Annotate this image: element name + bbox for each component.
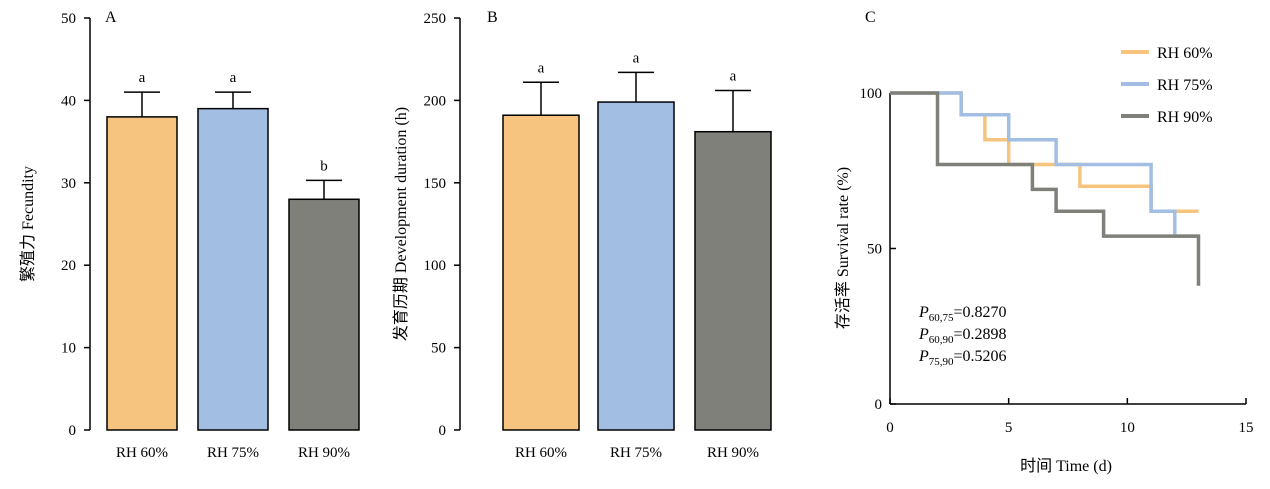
c-legend-label: RH 60%: [1157, 45, 1213, 62]
c-y-tick-label: 100: [860, 86, 883, 102]
panel-a-y-ticks: 0 10 20 30 40 50: [61, 11, 90, 439]
panel-c-ticks: 0 5 10 15 0 50 100: [860, 86, 1254, 436]
panel-a-y-axis-label: 繁殖力 Fecundity: [19, 166, 37, 282]
b-significance-letter: a: [633, 50, 640, 66]
c-legend-label: RH 90%: [1157, 109, 1213, 126]
a-bar: [288, 198, 360, 431]
b-significance-letter: a: [538, 60, 545, 76]
panel-a: A 0 10 20 30 40 50 a RH 60% a RH 75% b RH 90% 繁殖力 …: [19, 9, 360, 461]
b-x-tick-label: RH 75%: [610, 445, 662, 461]
panel-c-y-axis-label: 存活率 Survival rate (%): [834, 167, 852, 329]
c-y-tick-label: 0: [875, 397, 883, 413]
a-significance-letter: b: [320, 158, 328, 174]
a-y-tick-label: 30: [61, 176, 76, 192]
a-y-tick-label: 10: [61, 341, 76, 357]
b-y-tick-label: 100: [424, 258, 447, 274]
c-p-value: P75,90=0.5206: [918, 348, 1007, 368]
panel-b-y-ticks: 0 50 100 150 200 250: [424, 11, 460, 439]
c-legend-label: RH 75%: [1157, 77, 1213, 94]
c-survival-line: [890, 91, 1201, 286]
panel-b-label: B: [487, 9, 498, 26]
c-x-tick-label: 15: [1239, 420, 1254, 436]
a-y-tick-label: 40: [61, 93, 76, 109]
b-x-tick-label: RH 90%: [707, 445, 759, 461]
a-y-tick-label: 20: [61, 258, 76, 274]
a-significance-letter: a: [230, 70, 237, 86]
a-x-tick-label: RH 75%: [207, 445, 259, 461]
b-y-tick-label: 0: [439, 423, 447, 439]
c-x-tick-label: 0: [886, 420, 894, 436]
a-x-tick-label: RH 60%: [116, 445, 168, 461]
b-bar: [694, 130, 772, 431]
panel-c-x-axis-label: 时间 Time (d): [1020, 457, 1112, 475]
a-y-tick-label: 0: [69, 423, 77, 439]
b-y-tick-label: 150: [424, 176, 447, 192]
c-p-value: P60,75=0.8270: [918, 304, 1007, 324]
panel-b-bars: a RH 60% a RH 75% a RH 90%: [502, 50, 772, 461]
b-y-tick-label: 250: [424, 11, 447, 27]
panel-a-bars: a RH 60% a RH 75% b RH 90%: [106, 70, 360, 461]
c-y-tick-label: 50: [867, 242, 882, 258]
c-survival-line: [890, 91, 1199, 238]
a-y-tick-label: 50: [61, 11, 76, 27]
c-x-tick-label: 10: [1120, 420, 1135, 436]
panel-c-label: C: [865, 9, 876, 26]
a-bar: [106, 116, 178, 431]
panel-b-y-axis-label: 发育历期 Development duration (h): [392, 107, 410, 341]
c-x-tick-label: 5: [1005, 420, 1013, 436]
a-x-tick-label: RH 90%: [298, 445, 350, 461]
panel-c-survival-lines: [890, 91, 1201, 286]
b-bar: [597, 101, 675, 431]
panel-c: C 0 5 10 15 0 50 100 RH 60% RH 75% RH 90% P60,75…: [834, 9, 1254, 475]
b-y-tick-label: 200: [424, 93, 447, 109]
a-significance-letter: a: [139, 70, 146, 86]
b-bar: [502, 114, 580, 431]
a-bar: [197, 107, 269, 431]
b-y-tick-label: 50: [431, 341, 446, 357]
b-x-tick-label: RH 60%: [515, 445, 567, 461]
b-significance-letter: a: [730, 69, 737, 85]
panel-a-label: A: [105, 9, 117, 26]
panel-c-legend: RH 60% RH 75% RH 90%: [1121, 45, 1213, 126]
c-p-value: P60,90=0.2898: [918, 326, 1007, 346]
